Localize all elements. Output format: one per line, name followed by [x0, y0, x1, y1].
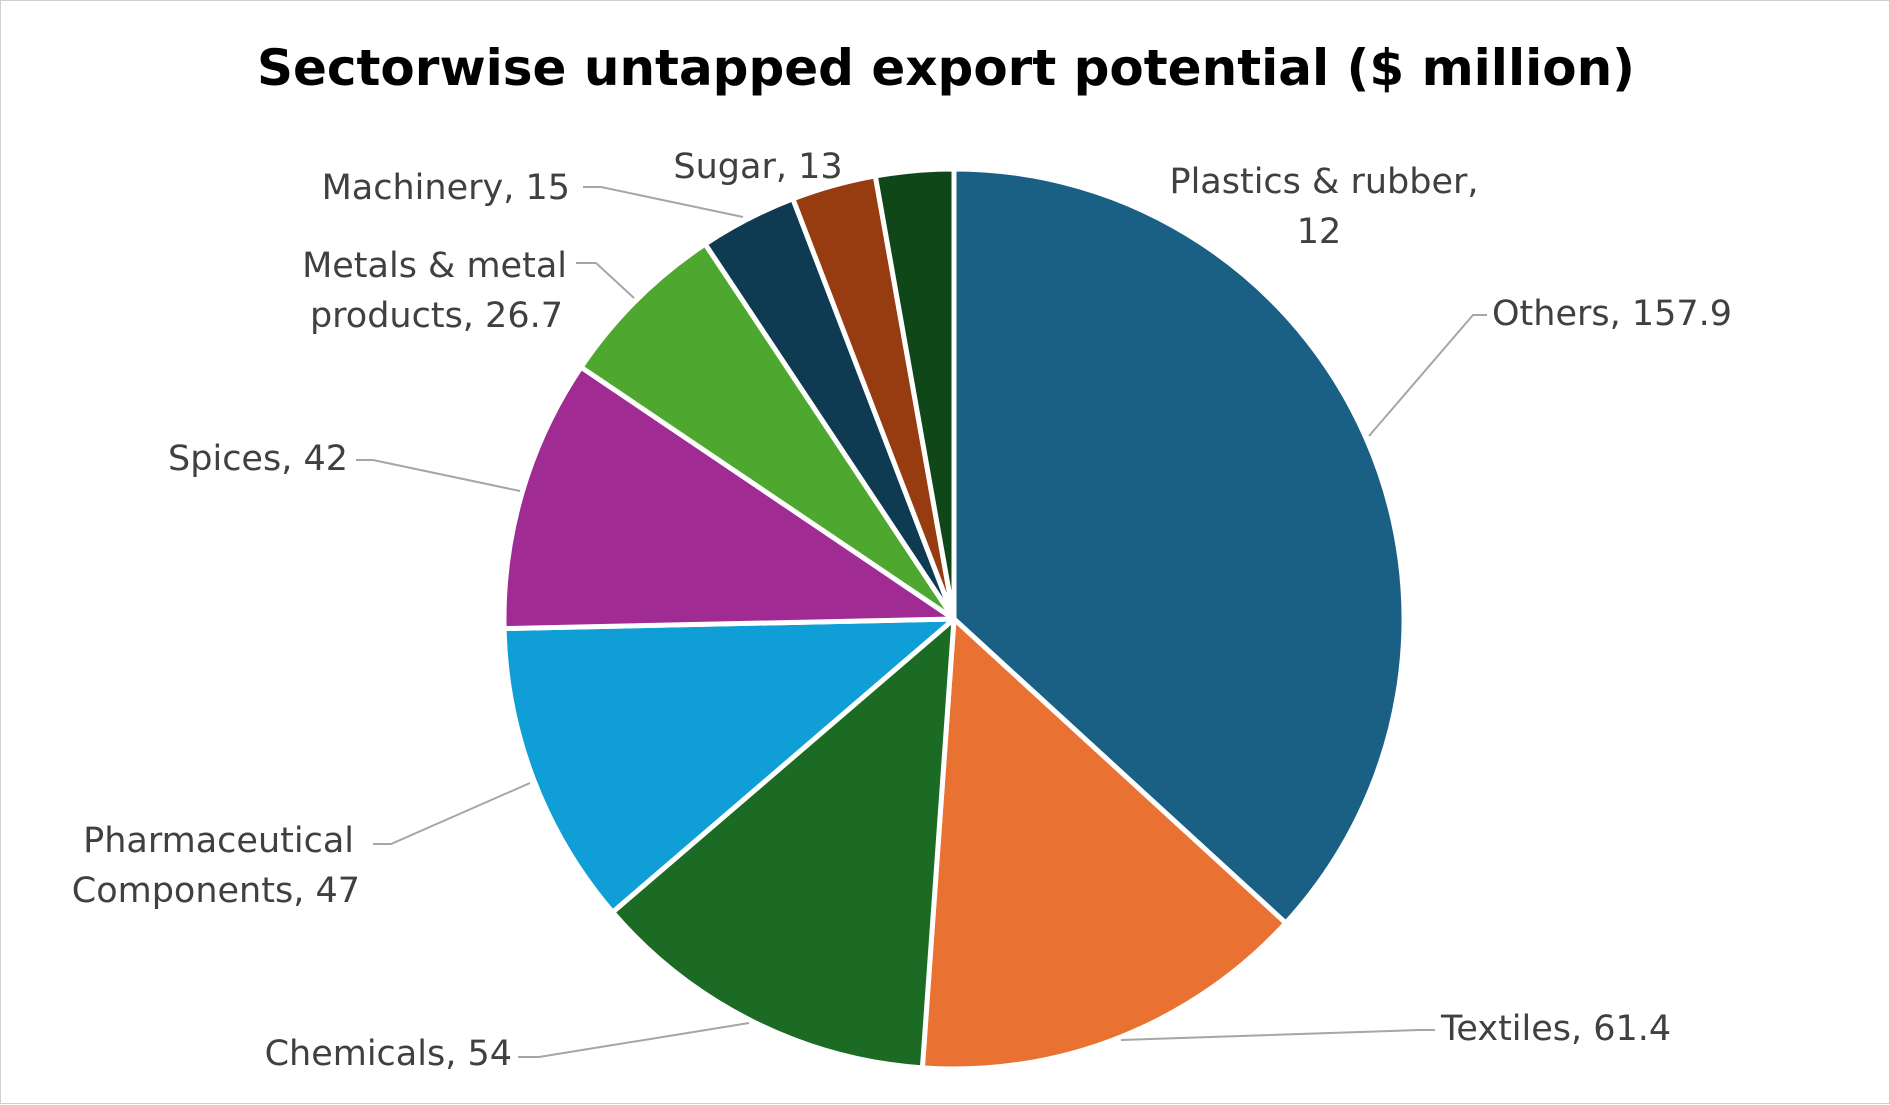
data-label-sugar: Sugar, 13 [673, 147, 842, 187]
data-label-spices: Spices, 42 [168, 439, 348, 479]
leader-line-spices [356, 459, 521, 492]
data-label-metals-and-metal-products: Metals & metal products, 26.7 [302, 246, 567, 336]
pie-slice-pharmaceutical-components [501, 616, 957, 915]
data-labels: Others, 157.9 Textiles, 61.4 Chemicals, 54… [72, 147, 1732, 1074]
pie-slices [501, 166, 1407, 1072]
data-label-pharmaceutical-components: Pharmaceutical Components, 47 [72, 821, 360, 911]
data-label-others: Others, 157.9 [1492, 294, 1732, 334]
leader-line-machinery [583, 186, 744, 218]
data-label-machinery: Machinery, 15 [322, 168, 570, 208]
leader-lines [356, 186, 1487, 1058]
pie-slice-plastics-and-rubber [872, 166, 957, 622]
leader-line-chemicals [518, 1022, 750, 1058]
leader-line-metals-and-metal-products [576, 262, 635, 299]
leader-line-others [1368, 314, 1487, 437]
data-label-plastics-and-rubber: Plastics & rubber, 12 [1169, 162, 1478, 252]
data-label-textiles: Textiles, 61.4 [1440, 1009, 1671, 1049]
pie-slice-chemicals [610, 616, 957, 1071]
pie-slice-spices [501, 364, 957, 632]
leader-line-textiles [1120, 1029, 1435, 1041]
chart-title: Sectorwise untapped export potential ($ … [256, 39, 1636, 97]
leader-line-pharmaceutical-components [373, 782, 531, 845]
pie-slice-textiles [919, 616, 1289, 1072]
data-label-chemicals: Chemicals, 54 [265, 1034, 512, 1074]
pie-slice-others [951, 166, 1407, 926]
pie-slice-metals-and-metal-products [578, 241, 957, 622]
